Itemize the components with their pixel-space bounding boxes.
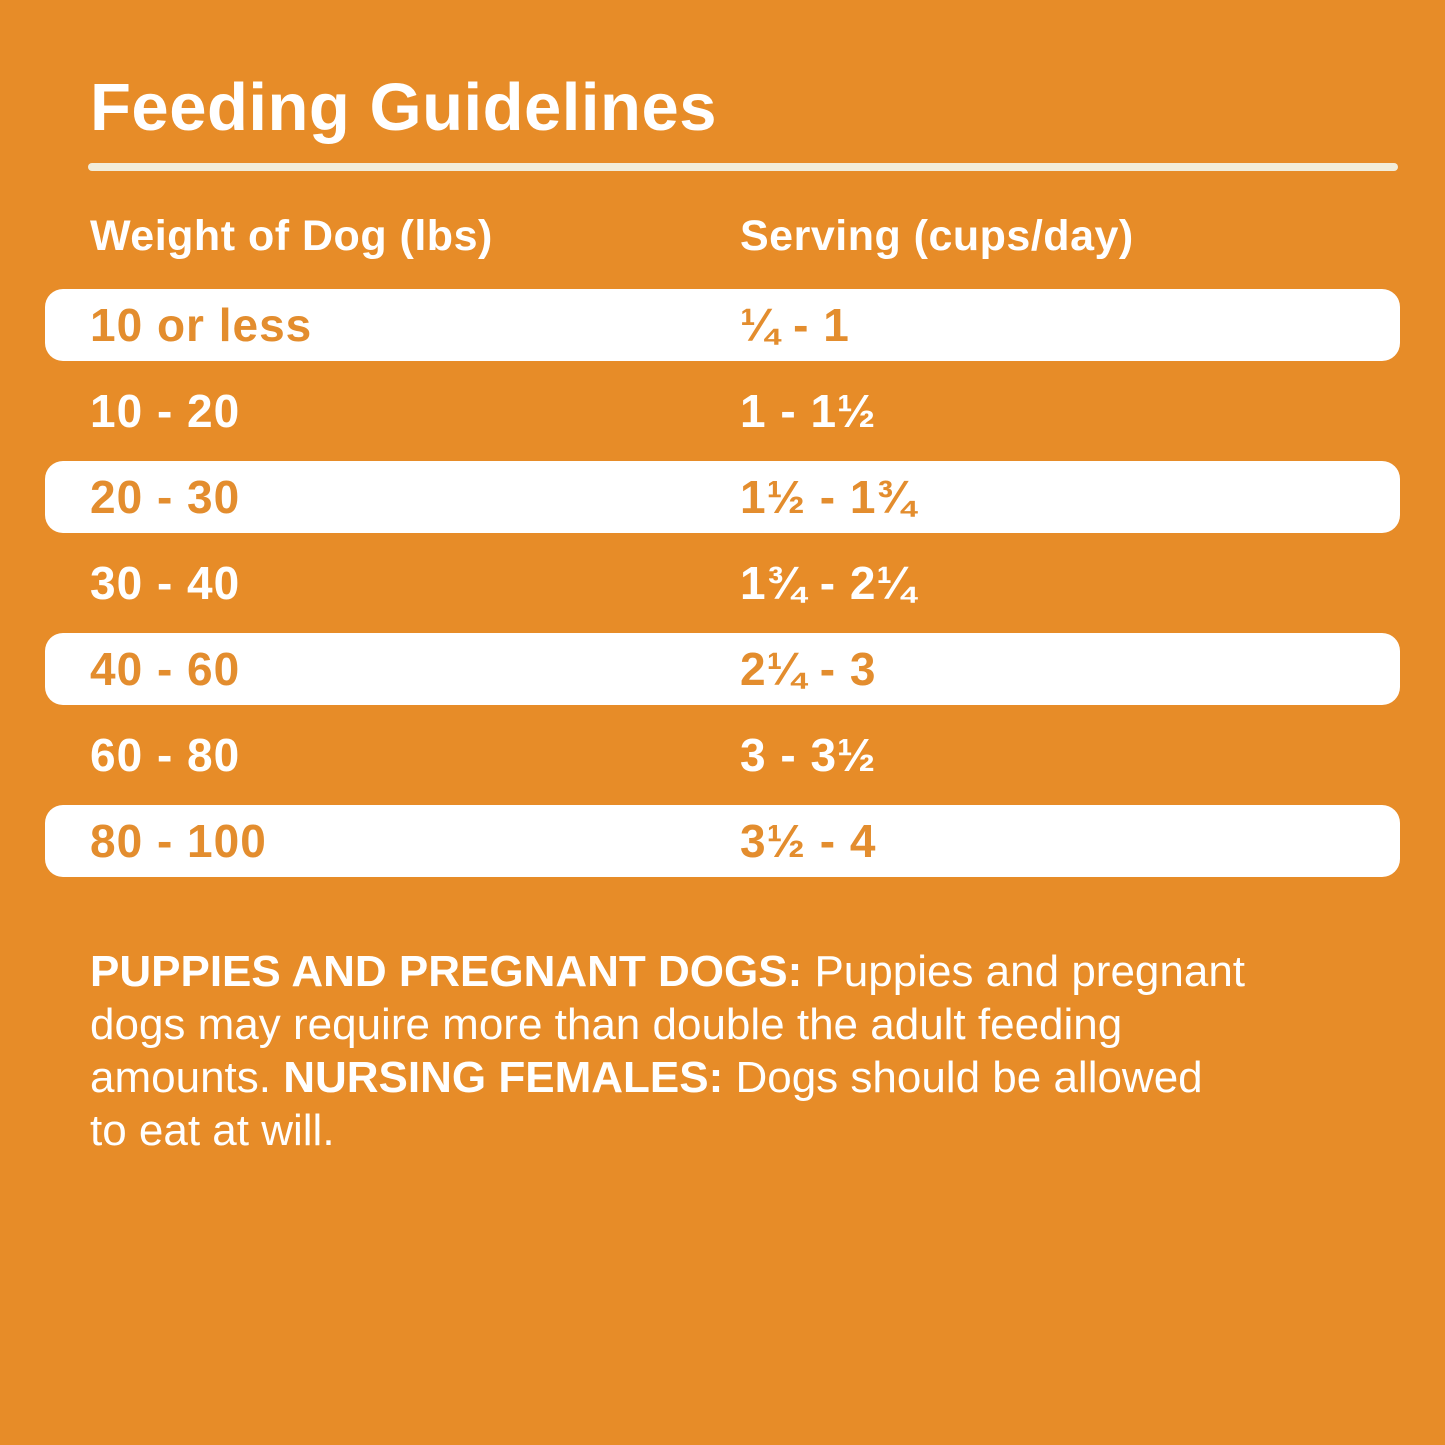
footnote-line: PUPPIES AND PREGNANT DOGS: Puppies and p…: [90, 945, 1410, 998]
weight-cell: 40 - 60: [90, 643, 241, 695]
serving-cell: 1½ - 1¾: [740, 471, 916, 523]
column-header-weight: Weight of Dog (lbs): [90, 212, 493, 260]
table-row: 30 - 40 1¾ - 2¼: [45, 540, 1400, 626]
table-row: 80 - 100 3½ - 4: [45, 805, 1400, 877]
table-row: 60 - 80 3 - 3½: [45, 712, 1400, 798]
weight-cell: 80 - 100: [90, 815, 267, 867]
table-header-row: Weight of Dog (lbs) Serving (cups/day): [90, 212, 1400, 261]
footnote-text: Dogs should be allowed: [735, 1053, 1203, 1102]
serving-cell: 2¼ - 3: [740, 643, 877, 695]
footnote-text: amounts.: [90, 1053, 284, 1102]
table-row: 40 - 60 2¼ - 3: [45, 633, 1400, 705]
serving-cell: ¼ - 1: [740, 299, 850, 351]
weight-cell: 10 - 20: [90, 385, 241, 437]
footnote-line: to eat at will.: [90, 1104, 1410, 1157]
footnote-text: dogs may require more than double the ad…: [90, 1000, 1123, 1049]
weight-cell: 10 or less: [90, 299, 313, 351]
table-row: 10 or less ¼ - 1: [45, 289, 1400, 361]
column-header-serving: Serving (cups/day): [740, 212, 1134, 260]
serving-cell: 3½ - 4: [740, 815, 877, 867]
table-row: 10 - 20 1 - 1½: [45, 368, 1400, 454]
footnote-bold-lead: NURSING FEMALES:: [283, 1053, 736, 1102]
serving-cell: 1 - 1½: [740, 385, 877, 437]
feeding-table: 10 or less ¼ - 1 10 - 20 1 - 1½ 20 - 30 …: [45, 282, 1400, 884]
weight-cell: 30 - 40: [90, 557, 241, 609]
table-row: 20 - 30 1½ - 1¾: [45, 461, 1400, 533]
weight-cell: 20 - 30: [90, 471, 241, 523]
weight-cell: 60 - 80: [90, 729, 241, 781]
footnote-bold-lead: PUPPIES AND PREGNANT DOGS:: [90, 947, 815, 996]
page-title: Feeding Guidelines: [90, 70, 717, 145]
footnote: PUPPIES AND PREGNANT DOGS: Puppies and p…: [90, 945, 1410, 1157]
footnote-line: dogs may require more than double the ad…: [90, 998, 1410, 1051]
serving-cell: 3 - 3½: [740, 729, 877, 781]
serving-cell: 1¾ - 2¼: [740, 557, 916, 609]
footnote-text: Puppies and pregnant: [814, 947, 1246, 996]
footnote-text: to eat at will.: [90, 1106, 335, 1155]
title-divider: [88, 163, 1398, 171]
footnote-line: amounts. NURSING FEMALES: Dogs should be…: [90, 1051, 1410, 1104]
